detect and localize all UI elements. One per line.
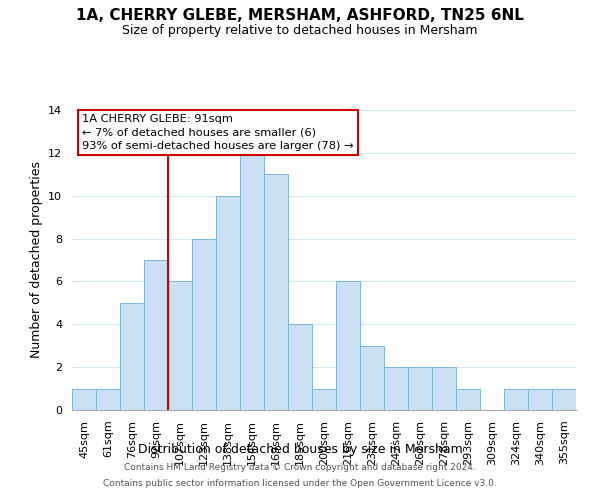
Bar bbox=[552, 388, 576, 410]
Text: Contains public sector information licensed under the Open Government Licence v3: Contains public sector information licen… bbox=[103, 478, 497, 488]
Bar bbox=[192, 238, 216, 410]
Bar bbox=[96, 388, 120, 410]
Bar bbox=[336, 282, 360, 410]
Text: 1A CHERRY GLEBE: 91sqm
← 7% of detached houses are smaller (6)
93% of semi-detac: 1A CHERRY GLEBE: 91sqm ← 7% of detached … bbox=[82, 114, 353, 151]
Bar bbox=[240, 153, 264, 410]
Bar bbox=[408, 367, 432, 410]
Bar bbox=[264, 174, 288, 410]
Bar bbox=[312, 388, 336, 410]
Y-axis label: Number of detached properties: Number of detached properties bbox=[29, 162, 43, 358]
Bar bbox=[168, 282, 192, 410]
Bar bbox=[288, 324, 312, 410]
Bar bbox=[384, 367, 408, 410]
Text: Size of property relative to detached houses in Mersham: Size of property relative to detached ho… bbox=[122, 24, 478, 37]
Bar bbox=[120, 303, 144, 410]
Text: Distribution of detached houses by size in Mersham: Distribution of detached houses by size … bbox=[137, 442, 463, 456]
Bar bbox=[504, 388, 528, 410]
Bar bbox=[456, 388, 480, 410]
Bar bbox=[216, 196, 240, 410]
Bar bbox=[72, 388, 96, 410]
Text: Contains HM Land Registry data © Crown copyright and database right 2024.: Contains HM Land Registry data © Crown c… bbox=[124, 464, 476, 472]
Text: 1A, CHERRY GLEBE, MERSHAM, ASHFORD, TN25 6NL: 1A, CHERRY GLEBE, MERSHAM, ASHFORD, TN25… bbox=[76, 8, 524, 22]
Bar bbox=[144, 260, 168, 410]
Bar bbox=[528, 388, 552, 410]
Bar bbox=[360, 346, 384, 410]
Bar bbox=[432, 367, 456, 410]
